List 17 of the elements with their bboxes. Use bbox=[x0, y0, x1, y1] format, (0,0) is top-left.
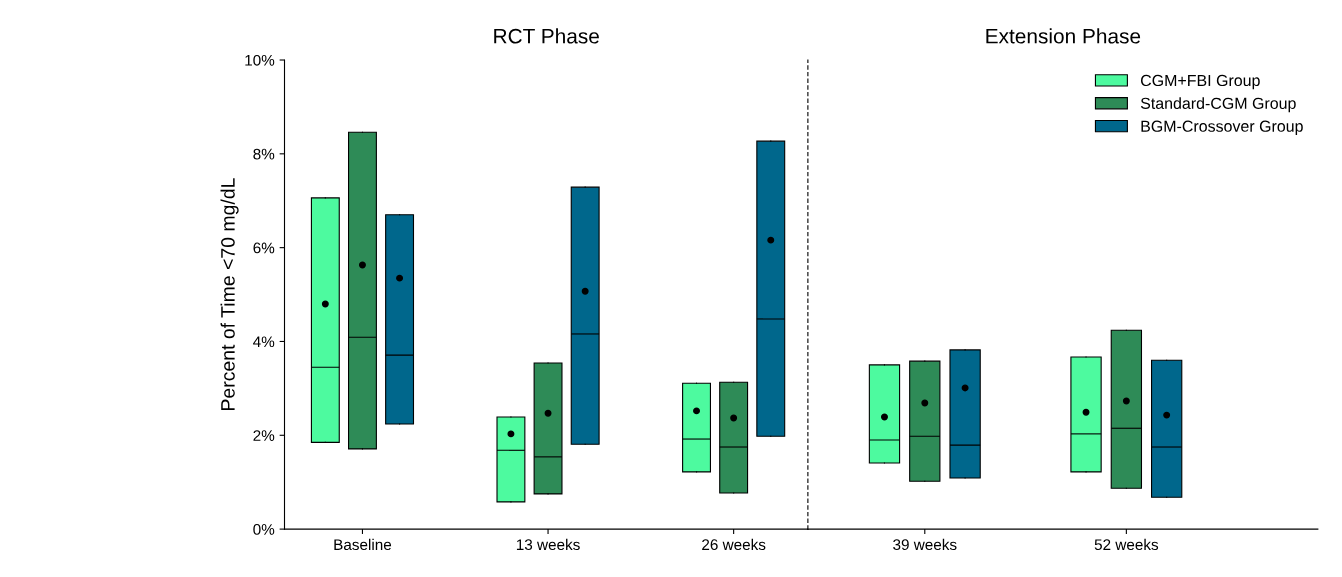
y-tick-label: 6% bbox=[253, 242, 275, 254]
y-tick-label: 10% bbox=[245, 54, 275, 66]
y-tick-label: 8% bbox=[253, 148, 275, 160]
chart-title: Extension Phase bbox=[986, 28, 1141, 44]
x-tick-label: 26 weeks bbox=[702, 538, 766, 551]
y-tick-label: 4% bbox=[253, 336, 275, 348]
y-tick-label: 0% bbox=[253, 523, 275, 535]
chart-title: RCT Phase bbox=[494, 28, 599, 44]
legend-label: BGM-Crossover Group bbox=[1141, 120, 1303, 136]
y-tick-label: 2% bbox=[253, 430, 275, 441]
y-axis-title: Percent of Time <70 mg/dL bbox=[220, 178, 239, 410]
x-tick-label: Baseline bbox=[334, 538, 392, 551]
legend-label: Standard-CGM Group bbox=[1140, 97, 1296, 113]
x-tick-label: 13 weeks bbox=[516, 538, 580, 551]
x-tick-label: 39 weeks bbox=[893, 538, 957, 551]
x-tick-label: 52 weeks bbox=[1094, 538, 1159, 551]
legend-label: CGM+FBI Group bbox=[1140, 74, 1260, 90]
